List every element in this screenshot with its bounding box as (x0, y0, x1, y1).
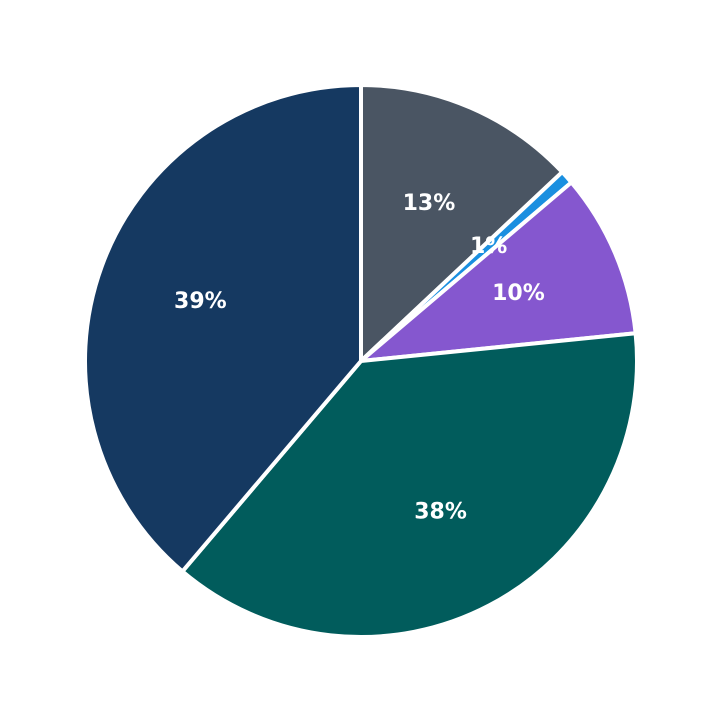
pie-labels: 13% 1% 10% 38% 39% (174, 191, 545, 525)
pie-slice-2 (359, 180, 638, 363)
pie-slice-label-1: 1% (470, 234, 507, 259)
pie-slice-label-0: 13% (403, 191, 456, 216)
pie-slices (83, 83, 640, 639)
pie-slice-label-3: 38% (414, 499, 467, 524)
pie-slice-0 (359, 83, 565, 363)
pie-slice-label-4: 39% (174, 289, 227, 314)
pie-slice-3 (180, 331, 640, 639)
pie-slice-4 (83, 83, 363, 574)
pie-slice-label-2: 10% (492, 281, 545, 306)
